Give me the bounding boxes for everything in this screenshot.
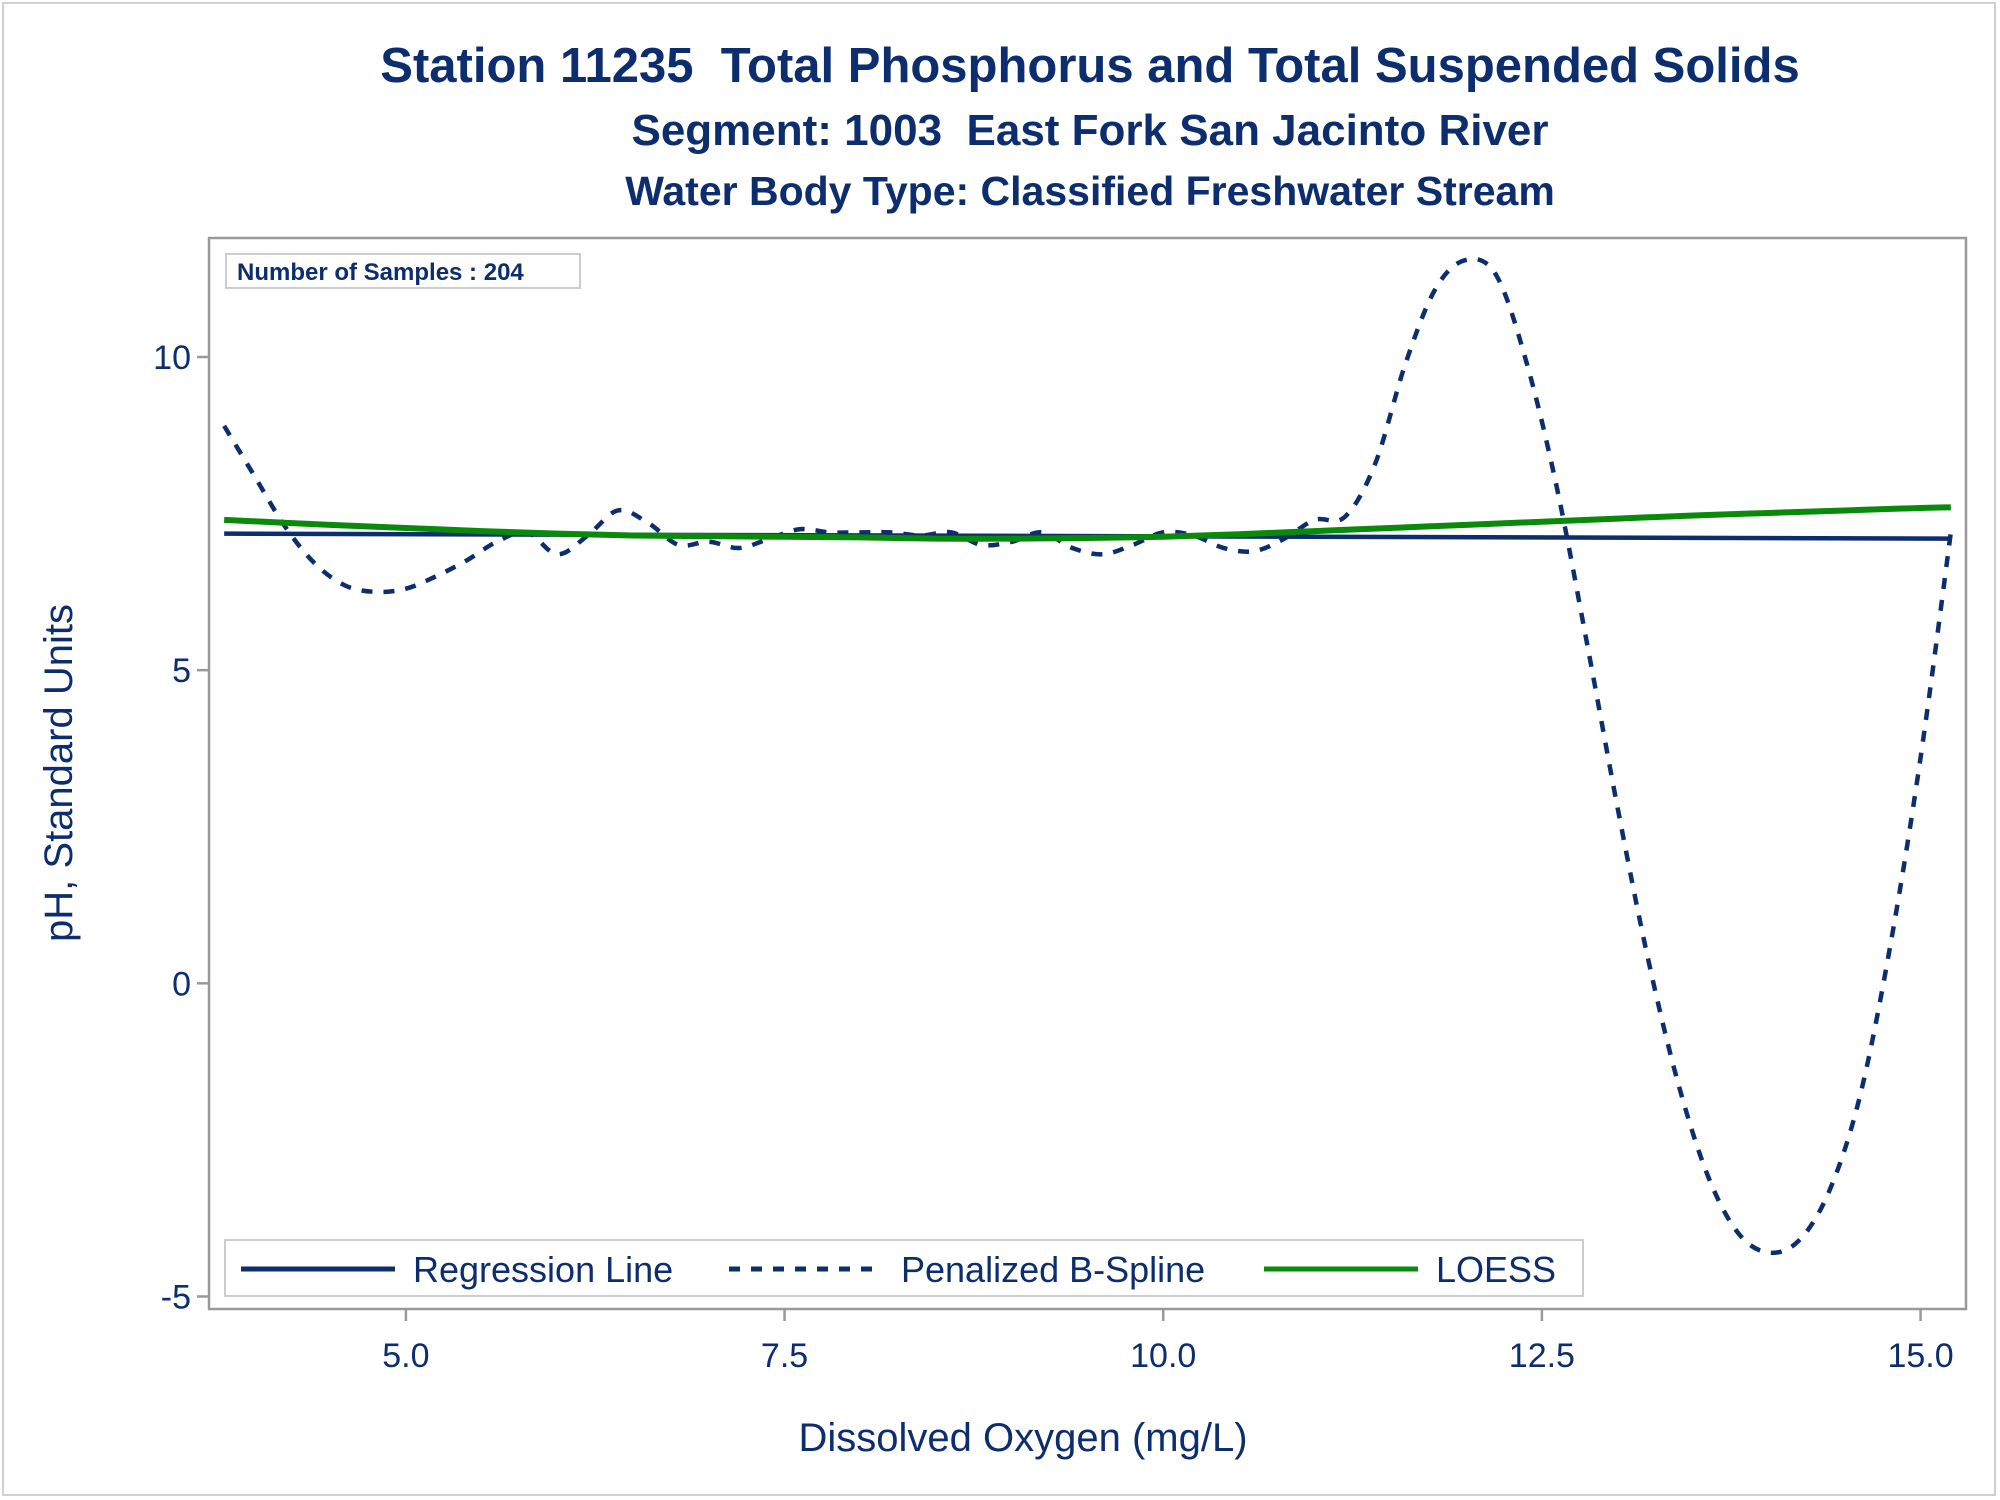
y-tick-label: 5	[172, 652, 191, 690]
chart-subtitle-segment: Segment: 1003 East Fork San Jacinto Rive…	[631, 106, 1549, 155]
legend-item-regression: Regression Line	[241, 1249, 673, 1290]
y-tick-label: -5	[161, 1278, 191, 1316]
legend: Regression Line Penalized B-Spline LOESS	[224, 1239, 1584, 1297]
x-axis: 5.0 7.5 10.0 12.5 15.0	[382, 1309, 1954, 1375]
legend-item-loess: LOESS	[1264, 1249, 1556, 1290]
x-tick-label: 12.5	[1509, 1337, 1575, 1375]
legend-label-spline: Penalized B-Spline	[901, 1249, 1205, 1290]
chart-subtitle-water-body: Water Body Type: Classified Freshwater S…	[625, 168, 1555, 214]
x-axis-label: Dissolved Oxygen (mg/L)	[798, 1416, 1247, 1460]
y-axis: -5 0 5 10	[153, 339, 209, 1316]
x-tick-label: 15.0	[1887, 1337, 1953, 1375]
series-layer	[222, 256, 1954, 1256]
chart-title: Station 11235 Total Phosphorus and Total…	[380, 39, 1800, 93]
plot-area-frame	[207, 236, 1968, 1311]
samples-count-label: Number of Samples : 204	[237, 259, 524, 286]
x-tick-label: 5.0	[382, 1337, 429, 1375]
x-tick-label: 7.5	[761, 1337, 808, 1375]
penalized-bspline-curve	[222, 256, 1954, 1256]
samples-inset: Number of Samples : 204	[225, 253, 581, 289]
legend-label-regression: Regression Line	[413, 1249, 673, 1290]
legend-item-spline: Penalized B-Spline	[729, 1249, 1205, 1290]
y-axis-label: pH, Standard Units	[37, 604, 81, 942]
legend-label-loess: LOESS	[1436, 1249, 1556, 1290]
y-tick-label: 0	[172, 965, 191, 1003]
loess-curve	[224, 504, 1951, 542]
y-tick-label: 10	[153, 339, 191, 377]
x-tick-label: 10.0	[1130, 1337, 1196, 1375]
